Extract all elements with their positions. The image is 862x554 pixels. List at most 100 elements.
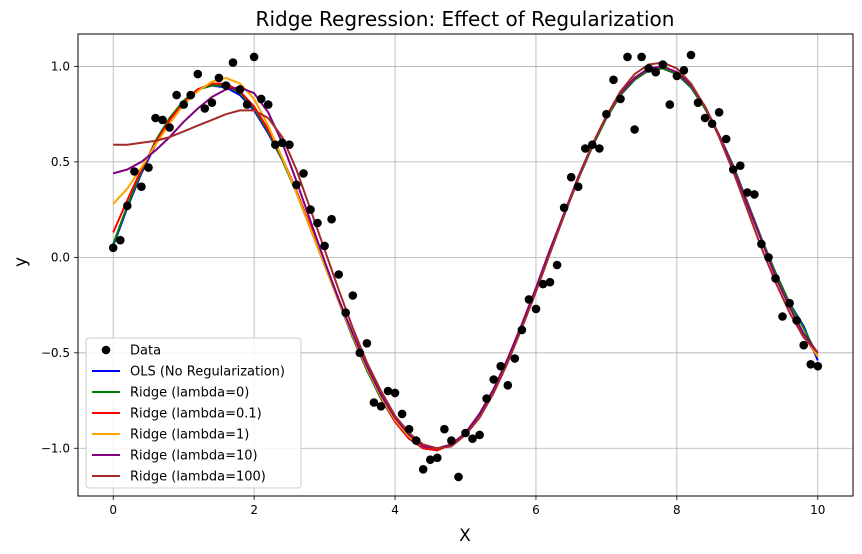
data-point (341, 308, 351, 318)
data-point (503, 381, 513, 390)
data-point (285, 140, 294, 149)
data-point (602, 109, 611, 119)
y-tick-label: −0.5 (41, 346, 70, 360)
data-point (623, 52, 632, 62)
data-point (242, 100, 252, 109)
data-point (799, 340, 808, 350)
data-point (785, 298, 794, 308)
data-point (764, 253, 773, 262)
data-point (813, 361, 823, 371)
data-point (545, 277, 555, 287)
data-point (496, 361, 506, 371)
legend-label-0: OLS (No Regularization) (130, 365, 285, 380)
data-point (707, 119, 717, 128)
data-point (214, 73, 224, 83)
data-point (137, 182, 146, 191)
legend: Data OLS (No Regularization) Ridge (lambda… (85, 337, 302, 489)
data-point (271, 140, 280, 149)
data-point (686, 50, 696, 60)
data-point (510, 354, 520, 363)
data-point (447, 436, 456, 445)
data-point (595, 144, 604, 153)
data-point (468, 434, 477, 444)
x-tick-label: 4 (391, 503, 399, 517)
x-tick-label: 2 (250, 503, 258, 517)
data-point (658, 60, 668, 69)
y-tick-label: 0.0 (51, 250, 70, 264)
data-point (609, 75, 618, 85)
data-point (235, 85, 245, 94)
legend-label-1: Ridge (lambda=0) (130, 386, 249, 401)
legend-label-2: Ridge (lambda=0.1) (130, 407, 262, 422)
scatter-points (108, 50, 823, 482)
data-point (771, 274, 780, 283)
data-point (278, 138, 287, 148)
data-point (566, 172, 576, 182)
data-point (531, 304, 541, 314)
data-point (221, 81, 231, 90)
data-point (123, 201, 132, 211)
data-point (334, 270, 344, 279)
data-point (263, 100, 273, 109)
data-point (249, 52, 259, 62)
plot-area (108, 50, 823, 482)
data-point (672, 71, 682, 81)
data-point (559, 203, 569, 212)
data-point (228, 58, 238, 67)
data-point (426, 455, 435, 465)
data-point (397, 409, 407, 419)
legend-box (85, 337, 302, 489)
y-tick-label: 1.0 (51, 59, 70, 73)
data-point (186, 90, 195, 100)
data-point (116, 235, 125, 245)
data-point (721, 134, 731, 144)
data-point (588, 140, 597, 149)
legend-label-3: Ridge (lambda=1) (130, 428, 249, 443)
data-point (411, 436, 421, 445)
data-point (404, 424, 414, 434)
data-point (644, 64, 653, 73)
x-tick-label: 10 (810, 503, 825, 517)
plot-frame (77, 33, 854, 497)
data-point (616, 94, 625, 104)
data-point (750, 190, 759, 199)
data-point (806, 360, 815, 369)
data-point (383, 386, 393, 396)
data-point (743, 188, 752, 197)
legend-marker-data (101, 345, 111, 355)
data-point (454, 472, 463, 482)
data-point (327, 214, 336, 224)
x-tick-label: 6 (532, 503, 540, 517)
data-point (355, 348, 365, 358)
x-tick-label: 0 (109, 503, 117, 517)
data-point (256, 94, 266, 104)
legend-label-5: Ridge (lambda=100) (130, 470, 266, 485)
data-point (637, 52, 646, 62)
data-point (714, 108, 724, 117)
data-point (792, 316, 801, 325)
data-point (482, 394, 491, 403)
data-point (144, 163, 153, 172)
data-point (418, 465, 428, 474)
data-point (376, 402, 386, 411)
y-axis-title: y (11, 257, 31, 267)
data-point (475, 430, 484, 440)
data-point (517, 325, 527, 335)
y-tick-label: −1.0 (41, 441, 70, 455)
y-axis-ticks: −1.0 −0.5 0.0 0.5 1.0 (41, 59, 78, 455)
data-point (489, 375, 499, 384)
data-point (362, 339, 372, 348)
data-point (348, 291, 358, 300)
data-point (292, 180, 301, 190)
data-point (165, 123, 174, 132)
data-point (151, 113, 160, 123)
data-point (581, 144, 590, 153)
x-tick-label: 8 (673, 503, 681, 517)
data-point (665, 100, 675, 109)
data-point (440, 424, 449, 434)
data-point (573, 182, 583, 191)
data-point (130, 167, 139, 176)
legend-label-data: Data (130, 344, 161, 359)
x-axis-title: X (459, 526, 471, 546)
